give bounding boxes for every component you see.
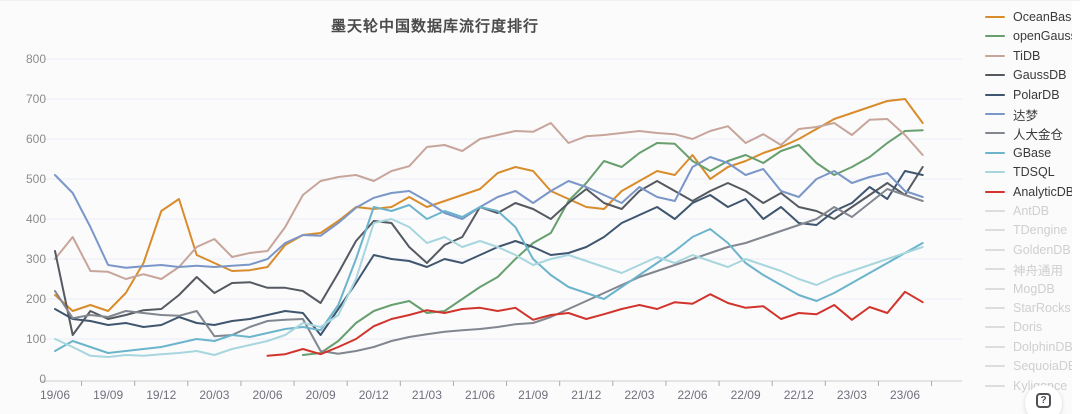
legend-item-label: PolarDB	[1013, 87, 1060, 102]
x-axis-label-19/09: 19/09	[93, 388, 124, 402]
legend-swatch-icon	[985, 132, 1005, 135]
legend-item-label: 人大金仓	[1013, 127, 1064, 142]
legend-item-label: AnalyticDB	[1013, 184, 1075, 199]
legend-item-GoldenDB[interactable]: GoldenDB	[985, 242, 1071, 258]
legend-swatch-icon	[985, 268, 1005, 271]
x-axis-label-22/06: 22/06	[677, 388, 708, 402]
x-axis-label-20/12: 20/12	[358, 388, 389, 402]
legend-swatch-icon	[985, 190, 1005, 193]
y-axis-label-500: 500	[25, 172, 46, 186]
legend-item-label: SequoiaDB	[1013, 359, 1077, 374]
series-line-人大金仓	[54, 188, 924, 355]
legend-item-MogDB[interactable]: MogDB	[985, 281, 1055, 297]
x-axis-label-22/03: 22/03	[624, 388, 655, 402]
x-axis-label-20/06: 20/06	[252, 388, 283, 402]
legend-swatch-icon	[985, 345, 1005, 348]
legend-item-人大金仓[interactable]: 人大金仓	[985, 125, 1064, 142]
legend-item-SequoiaDB[interactable]: SequoiaDB	[985, 358, 1076, 374]
legend-item-TiDB[interactable]: TiDB	[985, 48, 1040, 64]
legend-item-TDSQL[interactable]: TDSQL	[985, 164, 1055, 180]
chart-title: 墨天轮中国数据库流行度排行	[330, 18, 539, 35]
y-axis-label-400: 400	[25, 212, 46, 226]
series-line-OceanBase	[54, 98, 924, 312]
legend-swatch-icon	[985, 54, 1005, 57]
legend-item-GBase[interactable]: GBase	[985, 145, 1051, 161]
x-axis-label-21/12: 21/12	[571, 388, 602, 402]
x-axis-label-21/06: 21/06	[464, 388, 496, 402]
legend-swatch-icon	[985, 307, 1005, 309]
legend-swatch-icon	[985, 326, 1005, 329]
x-axis-label-20/09: 20/09	[305, 388, 336, 402]
legend-item-达梦[interactable]: 达梦	[985, 106, 1039, 123]
legend-swatch-icon	[985, 365, 1005, 368]
x-axis-label-19/12: 19/12	[146, 388, 177, 402]
legend-item-DolphinDB[interactable]: DolphinDB	[985, 339, 1073, 355]
y-axis-label-200: 200	[25, 292, 46, 306]
y-axis-label-600: 600	[25, 132, 46, 146]
legend-swatch-icon	[985, 93, 1005, 96]
legend-item-openGauss[interactable]: openGauss	[985, 28, 1077, 44]
legend-swatch-icon	[985, 151, 1005, 154]
legend-item-label: openGauss	[1013, 29, 1077, 44]
legend-swatch-icon	[985, 229, 1005, 232]
legend-swatch-icon	[985, 248, 1005, 251]
legend-item-label: MogDB	[1013, 281, 1055, 296]
legend-item-label: TDengine	[1013, 223, 1068, 238]
legend-item-OceanBase[interactable]: OceanBase	[985, 9, 1078, 25]
legend-item-TDengine[interactable]: TDengine	[985, 222, 1067, 238]
legend-item-label: Doris	[1013, 320, 1043, 335]
y-axis-label-800: 800	[25, 52, 46, 66]
x-axis-label-21/03: 21/03	[411, 388, 442, 402]
legend-swatch-icon	[985, 287, 1005, 290]
legend-swatch-icon	[985, 384, 1005, 387]
series-line-达梦	[54, 156, 924, 269]
series-line-AnalyticDB	[266, 290, 924, 357]
legend-swatch-icon	[985, 74, 1005, 77]
x-axis-label-21/09: 21/09	[518, 388, 549, 402]
legend-swatch-icon	[985, 16, 1005, 18]
x-axis-label-22/12: 22/12	[783, 388, 814, 402]
x-axis-label-23/06: 23/06	[889, 388, 921, 402]
y-axis-label-300: 300	[25, 252, 46, 266]
legend-swatch-icon	[985, 113, 1005, 115]
y-axis-label-700: 700	[25, 92, 46, 106]
legend-item-StarRocks[interactable]: StarRocks	[985, 300, 1071, 316]
legend-item-label: GaussDB	[1013, 68, 1067, 83]
legend-item-PolarDB[interactable]: PolarDB	[985, 87, 1060, 103]
legend-item-AntDB[interactable]: AntDB	[985, 203, 1049, 219]
legend-item-GaussDB[interactable]: GaussDB	[985, 67, 1067, 83]
legend-item-神舟通用[interactable]: 神舟通用	[985, 261, 1064, 278]
x-axis-label-19/06: 19/06	[39, 388, 71, 402]
legend-swatch-icon	[985, 35, 1005, 38]
y-axis-label-0: 0	[39, 372, 46, 386]
x-axis-label-23/03: 23/03	[836, 388, 867, 402]
legend-item-label: TiDB	[1013, 48, 1041, 63]
series-line-GBase	[54, 204, 924, 354]
question-mark-icon: ?	[1036, 393, 1051, 408]
legend-item-label: TDSQL	[1013, 165, 1055, 180]
y-axis-label-100: 100	[25, 332, 46, 346]
legend-swatch-icon	[985, 210, 1005, 212]
scrollbar-track[interactable]	[1072, 1, 1080, 414]
help-button[interactable]: ?	[1025, 385, 1062, 414]
legend-item-Doris[interactable]: Doris	[985, 319, 1042, 335]
series-line-PolarDB	[54, 170, 924, 336]
series-line-openGauss	[301, 129, 924, 356]
legend-item-label: GoldenDB	[1013, 242, 1071, 257]
legend-item-label: GBase	[1013, 145, 1052, 160]
legend-item-label: OceanBase	[1013, 10, 1079, 24]
legend-item-label: 神舟通用	[1013, 263, 1064, 278]
legend-swatch-icon	[985, 171, 1005, 174]
legend-item-label: 达梦	[1013, 108, 1039, 123]
x-axis-label-20/03: 20/03	[199, 388, 230, 402]
legend-item-AnalyticDB[interactable]: AnalyticDB	[985, 184, 1074, 200]
x-axis-label-22/09: 22/09	[730, 388, 761, 402]
series-line-TiDB	[54, 118, 924, 280]
legend-item-label: DolphinDB	[1013, 339, 1073, 354]
legend-item-label: StarRocks	[1013, 301, 1071, 315]
series-line-TDSQL	[54, 218, 924, 358]
legend-item-label: AntDB	[1013, 204, 1050, 218]
